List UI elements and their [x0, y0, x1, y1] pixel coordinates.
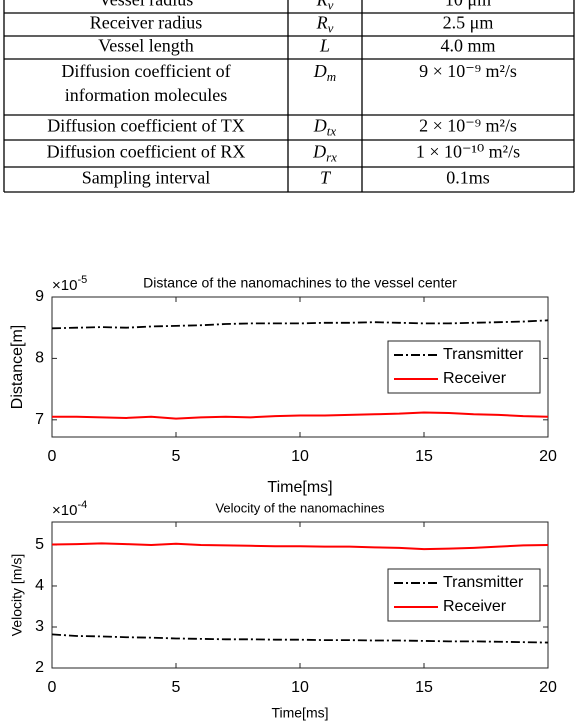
- legend-label: Transmitter: [443, 346, 524, 363]
- axis-multiplier: ×10-4: [52, 499, 87, 519]
- parameter-table: Vessel radius Rv 10 μm Receiver radius Rv 2.5…: [3, 0, 575, 193]
- series-line: [51, 633, 549, 644]
- x-tick-label: 15: [415, 679, 433, 696]
- x-tick-label: 10: [291, 448, 309, 465]
- symbol-main: D: [312, 142, 326, 162]
- x-tick-label: 5: [172, 448, 181, 465]
- y-tick-label: 2: [35, 659, 44, 676]
- legend: Transmitter Receiver: [387, 340, 541, 394]
- legend-box: [387, 340, 541, 394]
- x-tick-label: 0: [48, 679, 57, 696]
- parameter-name: Diffusion coefficient of TX: [47, 116, 244, 136]
- parameter-symbol: Dm: [313, 61, 336, 84]
- chart-title: Velocity of the nanomachines: [215, 500, 385, 515]
- series-line: [51, 542, 549, 551]
- parameter-symbol: Rv: [316, 0, 334, 12]
- parameter-symbol: Drx: [312, 142, 337, 165]
- y-axis-label: Velocity [m/s]: [9, 554, 25, 636]
- parameter-name: Vessel radius: [99, 0, 193, 10]
- x-tick-label: 0: [48, 448, 57, 465]
- multiplier-base: ×10: [52, 502, 77, 519]
- x-tick-label: 5: [172, 679, 181, 696]
- x-axis-label: Time[ms]: [267, 479, 332, 496]
- parameter-name: Diffusion coefficient of RX: [47, 142, 246, 162]
- y-axis-label: Distance[m]: [9, 325, 26, 409]
- symbol-sub: tx: [327, 123, 337, 138]
- symbol-main: D: [313, 61, 327, 81]
- x-tick-label: 20: [539, 679, 557, 696]
- parameter-value: 4.0 mm: [440, 36, 495, 56]
- symbol-main: T: [320, 168, 332, 188]
- multiplier-base: ×10: [52, 277, 77, 294]
- x-tick-label: 10: [291, 679, 309, 696]
- x-tick-label: 15: [415, 448, 433, 465]
- series-line: [51, 319, 549, 330]
- parameter-name: Sampling interval: [82, 168, 210, 188]
- series-line: [52, 411, 549, 420]
- y-tick-label: 3: [35, 618, 44, 635]
- y-tick-label: 5: [35, 536, 44, 553]
- parameter-name: Receiver radius: [90, 13, 202, 33]
- y-tick-label: 7: [35, 411, 44, 428]
- axis-multiplier: ×10-5: [52, 274, 87, 294]
- symbol-sub: rx: [326, 149, 337, 164]
- legend-box: [387, 568, 541, 622]
- parameter-value: 9 × 10⁻⁹ m²/s: [419, 61, 517, 81]
- multiplier-exponent: -5: [77, 274, 87, 286]
- parameter-symbol: Rv: [316, 13, 334, 36]
- parameter-name: information molecules: [65, 85, 227, 105]
- symbol-main: R: [316, 0, 328, 10]
- legend-label: Receiver: [443, 370, 507, 387]
- legend-label: Receiver: [443, 598, 507, 615]
- symbol-main: D: [313, 116, 327, 136]
- symbol-main: R: [316, 13, 328, 33]
- parameter-name: Vessel length: [98, 36, 193, 56]
- symbol-sub: v: [328, 0, 334, 12]
- y-tick-label: 8: [35, 350, 44, 367]
- y-tick-label: 9: [35, 288, 44, 305]
- y-tick-label: 4: [35, 577, 44, 594]
- multiplier-exponent: -4: [77, 499, 87, 511]
- parameter-symbol: T: [320, 168, 332, 188]
- x-tick-label: 20: [539, 448, 557, 465]
- parameter-value: 1 × 10⁻¹⁰ m²/s: [416, 142, 520, 162]
- x-axis-label: Time[ms]: [271, 705, 328, 721]
- parameter-name: Diffusion coefficient of: [61, 61, 230, 81]
- line-chart: Distance of the nanomachines to the vess…: [9, 274, 557, 496]
- symbol-main: L: [319, 36, 330, 56]
- chart-title: Distance of the nanomachines to the vess…: [143, 275, 457, 291]
- symbol-sub: m: [327, 69, 336, 84]
- legend-label: Transmitter: [443, 574, 524, 591]
- parameter-value: 0.1ms: [446, 168, 490, 188]
- parameter-value: 2 × 10⁻⁹ m²/s: [419, 116, 517, 136]
- parameter-value: 10 μm: [445, 0, 491, 10]
- parameter-value: 2.5 μm: [443, 13, 494, 33]
- line-chart: Velocity of the nanomachines ×10-4 Time[ms…: [9, 499, 557, 721]
- legend: Transmitter Receiver: [387, 568, 541, 622]
- symbol-sub: v: [328, 20, 334, 35]
- parameter-symbol: Dtx: [313, 116, 337, 139]
- parameter-symbol: L: [319, 36, 330, 56]
